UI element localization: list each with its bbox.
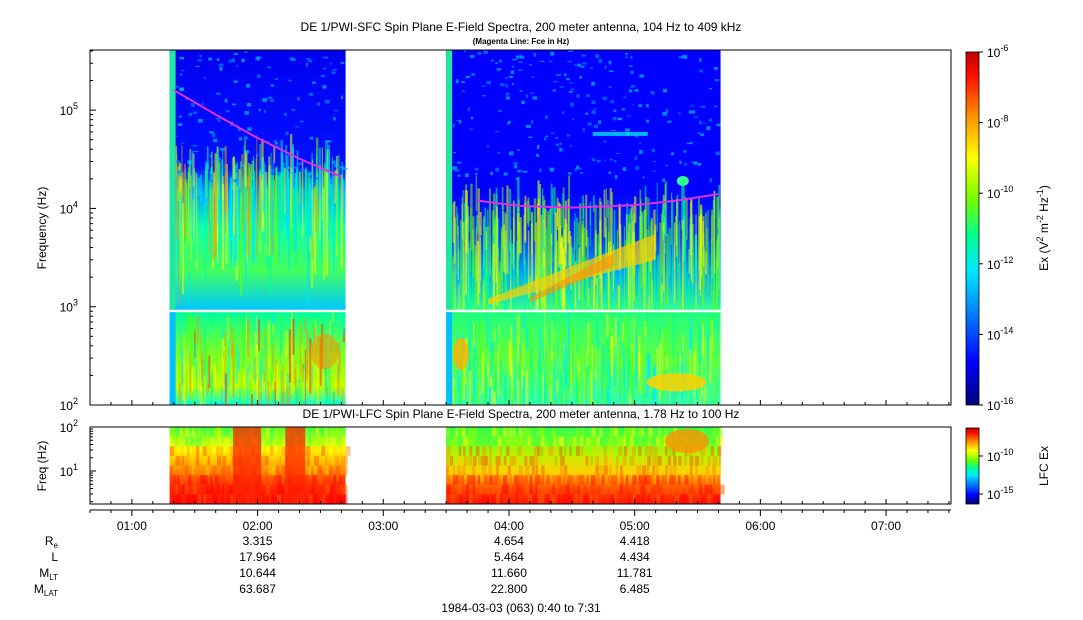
ephemeris-value: 6.485 <box>620 582 650 596</box>
ephemeris-value: 17.964 <box>239 550 276 564</box>
ephemeris-row-label: MLT <box>39 566 58 582</box>
bottom-chart-title: DE 1/PWI-LFC Spin Plane E-Field Spectra,… <box>303 407 740 421</box>
bottom-spectrogram <box>90 427 951 504</box>
ephemeris-value: 4.418 <box>620 534 650 548</box>
top-colorbar-tick-label: 10-6 <box>987 43 1008 60</box>
ephemeris-value: 4.654 <box>494 534 524 548</box>
bottom-colorbar-tick-label: 10-10 <box>987 447 1013 464</box>
top-colorbar-tick-label: 10-12 <box>987 255 1013 272</box>
time-tick-label: 01:00 <box>117 519 147 533</box>
ephemeris-row-label: L <box>51 550 58 564</box>
bottom-colorbar-label: LFC Ex <box>1037 446 1051 486</box>
time-tick-label: 06:00 <box>745 519 775 533</box>
time-tick-label: 03:00 <box>368 519 398 533</box>
top-y-tick-label: 102 <box>60 396 78 413</box>
ephemeris-value: 11.660 <box>491 566 527 580</box>
time-tick-label: 04:00 <box>494 519 524 533</box>
top-y-tick-label: 103 <box>60 298 78 315</box>
time-axis: 01:00 02:00 03:00 04:00 05:00 06:00 07:00 <box>89 400 951 533</box>
fce-line-segment-2 <box>477 193 719 209</box>
top-chart-subtitle: (Magenta Line: Fce in Hz) <box>473 37 570 46</box>
top-colorbar-tick-label: 10-10 <box>987 184 1013 201</box>
ephemeris-value: 63.687 <box>239 582 276 596</box>
bottom-plot-frame <box>89 426 952 505</box>
ephemeris-value: 11.781 <box>617 566 653 580</box>
top-chart-title: DE 1/PWI-SFC Spin Plane E-Field Spectra,… <box>301 20 742 34</box>
ephemeris-value: 10.644 <box>239 566 276 580</box>
fce-line <box>173 89 342 178</box>
top-y-label: Frequency (Hz) <box>35 187 49 270</box>
date-range-footer: 1984-03-03 (063) 0:40 to 7:31 <box>441 601 601 615</box>
top-spectrogram <box>90 50 951 405</box>
bottom-y-tick-label: 102 <box>60 418 78 435</box>
time-tick-label: 05:00 <box>620 519 650 533</box>
bottom-colorbar <box>965 427 980 505</box>
top-y-tick-label: 104 <box>60 199 78 216</box>
top-plot-frame <box>89 49 952 406</box>
bottom-y-label: Freq (Hz) <box>35 441 49 492</box>
ephemeris-table: Re 3.315 4.654 4.418 L 17.964 5.464 4.434 MLT 10.… <box>34 534 653 598</box>
top-colorbar-tick-label: 10-14 <box>987 325 1013 342</box>
top-colorbar-tick-label: 10-8 <box>987 114 1008 131</box>
top-colorbar-tick-label: 10-16 <box>987 396 1013 413</box>
bottom-y-axis: 101 102 <box>60 418 96 503</box>
ephemeris-value: 5.464 <box>494 550 524 564</box>
ephemeris-row-label: MLAT <box>34 582 58 598</box>
bottom-colorbar-tick-label: 10-15 <box>987 485 1013 502</box>
top-y-tick-label: 105 <box>60 101 78 118</box>
top-colorbar-label: Ex (V2 m-2 Hz-1) <box>1035 185 1051 271</box>
ephemeris-value: 4.434 <box>620 550 650 564</box>
time-tick-label: 02:00 <box>243 519 273 533</box>
top-colorbar <box>965 51 980 406</box>
bottom-y-tick-label: 101 <box>60 462 78 479</box>
bottom-colorbar-ticks: 10-10 10-15 <box>979 447 1013 502</box>
ephemeris-value: 3.315 <box>243 534 273 548</box>
ephemeris-value: 22.800 <box>491 582 528 596</box>
ephemeris-row-label: Re <box>45 534 59 550</box>
time-tick-label: 07:00 <box>871 519 901 533</box>
top-y-axis: 102 103 104 105 <box>60 50 96 413</box>
top-colorbar-ticks: 10-6 10-8 10-10 10-12 10-14 10-16 <box>979 43 1013 413</box>
